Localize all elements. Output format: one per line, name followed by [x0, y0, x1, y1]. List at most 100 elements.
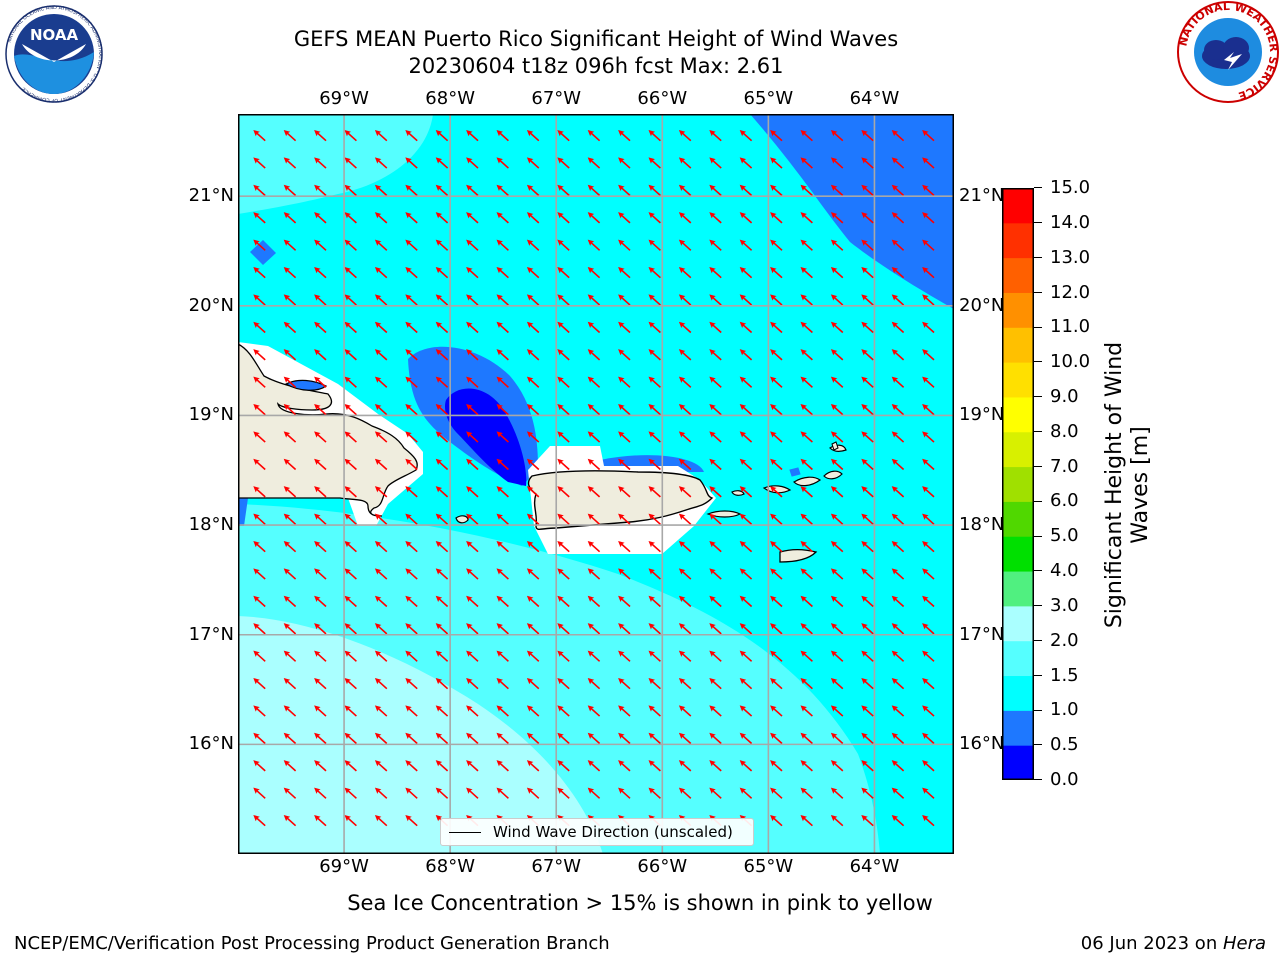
wave-direction-arrow [314, 266, 327, 279]
wave-direction-arrow [496, 184, 509, 197]
footer-branch: NCEP/EMC/Verification Post Processing Pr… [14, 933, 610, 954]
wave-direction-arrow [344, 157, 357, 169]
wave-direction-arrow [770, 157, 783, 169]
wave-direction-arrow [253, 431, 266, 443]
wave-direction-arrow [830, 705, 844, 717]
wave-direction-arrow [922, 513, 935, 525]
colorbar-tick-label: 15.0 [1050, 177, 1091, 198]
wave-direction-arrow [283, 760, 297, 772]
wave-direction-arrow [739, 184, 753, 197]
wave-direction-arrow [526, 321, 540, 334]
wave-direction-arrow [526, 486, 540, 498]
wave-direction-arrow [496, 431, 509, 443]
wave-direction-arrow [618, 129, 631, 142]
lat-tick-label-left: 19°N [188, 404, 234, 426]
wind-wave-arrows [253, 129, 935, 827]
wave-direction-arrow [405, 677, 418, 690]
wave-direction-arrow [709, 376, 722, 388]
wave-direction-arrow [253, 513, 266, 525]
wave-direction-arrow [800, 787, 813, 799]
wave-direction-arrow [861, 403, 874, 416]
wave-direction-arrow [466, 321, 479, 334]
ocean-fill-2.0-3.0 [238, 616, 603, 854]
wave-direction-arrow [830, 814, 844, 827]
wave-direction-arrow [922, 129, 935, 142]
wave-direction-arrow [648, 403, 661, 416]
wave-direction-arrow [770, 787, 783, 799]
colorbar-tick-mark [1034, 709, 1042, 711]
wave-direction-arrow [739, 129, 753, 142]
wave-direction-arrow [709, 321, 722, 334]
wave-direction-arrow [648, 677, 661, 690]
land-mona-island [455, 515, 469, 524]
wave-direction-arrow [618, 486, 631, 498]
wave-direction-arrow [587, 212, 601, 224]
wave-direction-arrow [496, 486, 509, 498]
wave-direction-arrow [314, 760, 327, 772]
colorbar-swatch [1002, 222, 1034, 259]
wave-direction-arrow [557, 568, 570, 580]
lat-tick-label-right: 19°N [959, 404, 1005, 426]
wave-direction-arrow [618, 513, 631, 525]
wave-direction-arrow [891, 403, 905, 416]
wave-direction-arrow [861, 814, 874, 827]
wave-direction-arrow [709, 458, 722, 471]
wave-direction-arrow [283, 650, 297, 662]
wave-direction-arrow [496, 705, 509, 717]
wave-direction-arrow [557, 732, 570, 745]
wave-direction-arrow [861, 349, 874, 361]
wave-direction-arrow [830, 212, 844, 224]
colorbar-tick-label: 5.0 [1050, 525, 1079, 547]
lon-tick-label-top: 69°W [319, 88, 369, 109]
wave-direction-arrow [678, 458, 692, 471]
ocean-fill-0.5-1.0-blob [250, 240, 276, 265]
lat-tick-label-left: 18°N [188, 514, 234, 536]
wave-direction-arrow [830, 595, 844, 608]
wave-direction-arrow [861, 760, 874, 772]
wave-direction-arrow [739, 321, 753, 334]
colorbar-tick-mark [1034, 361, 1042, 363]
wave-direction-arrow [618, 321, 631, 334]
wave-direction-arrow [374, 540, 388, 553]
wave-direction-arrow [344, 540, 357, 553]
wave-direction-arrow [618, 431, 631, 443]
wave-direction-arrow [922, 458, 935, 471]
wave-direction-arrow [861, 595, 874, 608]
wave-direction-arrow [344, 376, 357, 388]
lat-tick-label-left: 17°N [188, 623, 234, 645]
colorbar-swatch [1002, 431, 1034, 468]
wave-direction-arrow [648, 431, 661, 443]
colorbar-tick-mark [1034, 744, 1042, 746]
wave-direction-arrow [466, 760, 479, 772]
wave-direction-arrow [253, 184, 266, 197]
wave-direction-arrow [770, 376, 783, 388]
wave-direction-arrow [800, 814, 813, 827]
wave-direction-arrow [922, 212, 935, 224]
wave-direction-arrow [800, 513, 813, 525]
wave-direction-arrow [800, 212, 813, 224]
colorbar-tick-label: 8.0 [1050, 420, 1079, 442]
wave-direction-arrow [861, 184, 874, 197]
wave-direction-arrow [526, 513, 540, 525]
wave-direction-arrow [526, 403, 540, 416]
wave-direction-arrow [435, 184, 449, 197]
wave-direction-arrow [253, 540, 266, 553]
colorbar-swatch [1002, 501, 1034, 537]
wave-direction-arrow [922, 239, 935, 251]
wave-direction-arrow [253, 732, 266, 745]
wave-direction-arrow [648, 486, 661, 498]
lon-tick-label-top: 65°W [743, 88, 794, 109]
wave-direction-arrow [466, 184, 479, 197]
wave-direction-arrow [557, 513, 570, 525]
wave-direction-arrow [466, 732, 479, 745]
wave-direction-arrow [587, 403, 601, 416]
wave-direction-arrow [861, 376, 874, 388]
wave-direction-arrow [344, 403, 357, 416]
colorbar [1002, 188, 1034, 780]
wave-direction-arrow [678, 431, 692, 443]
wave-direction-arrow [557, 266, 570, 279]
wave-direction-arrow [526, 294, 540, 306]
wave-direction-arrow [709, 239, 722, 251]
wave-direction-arrow [283, 212, 297, 224]
wave-direction-arrow [526, 349, 540, 361]
